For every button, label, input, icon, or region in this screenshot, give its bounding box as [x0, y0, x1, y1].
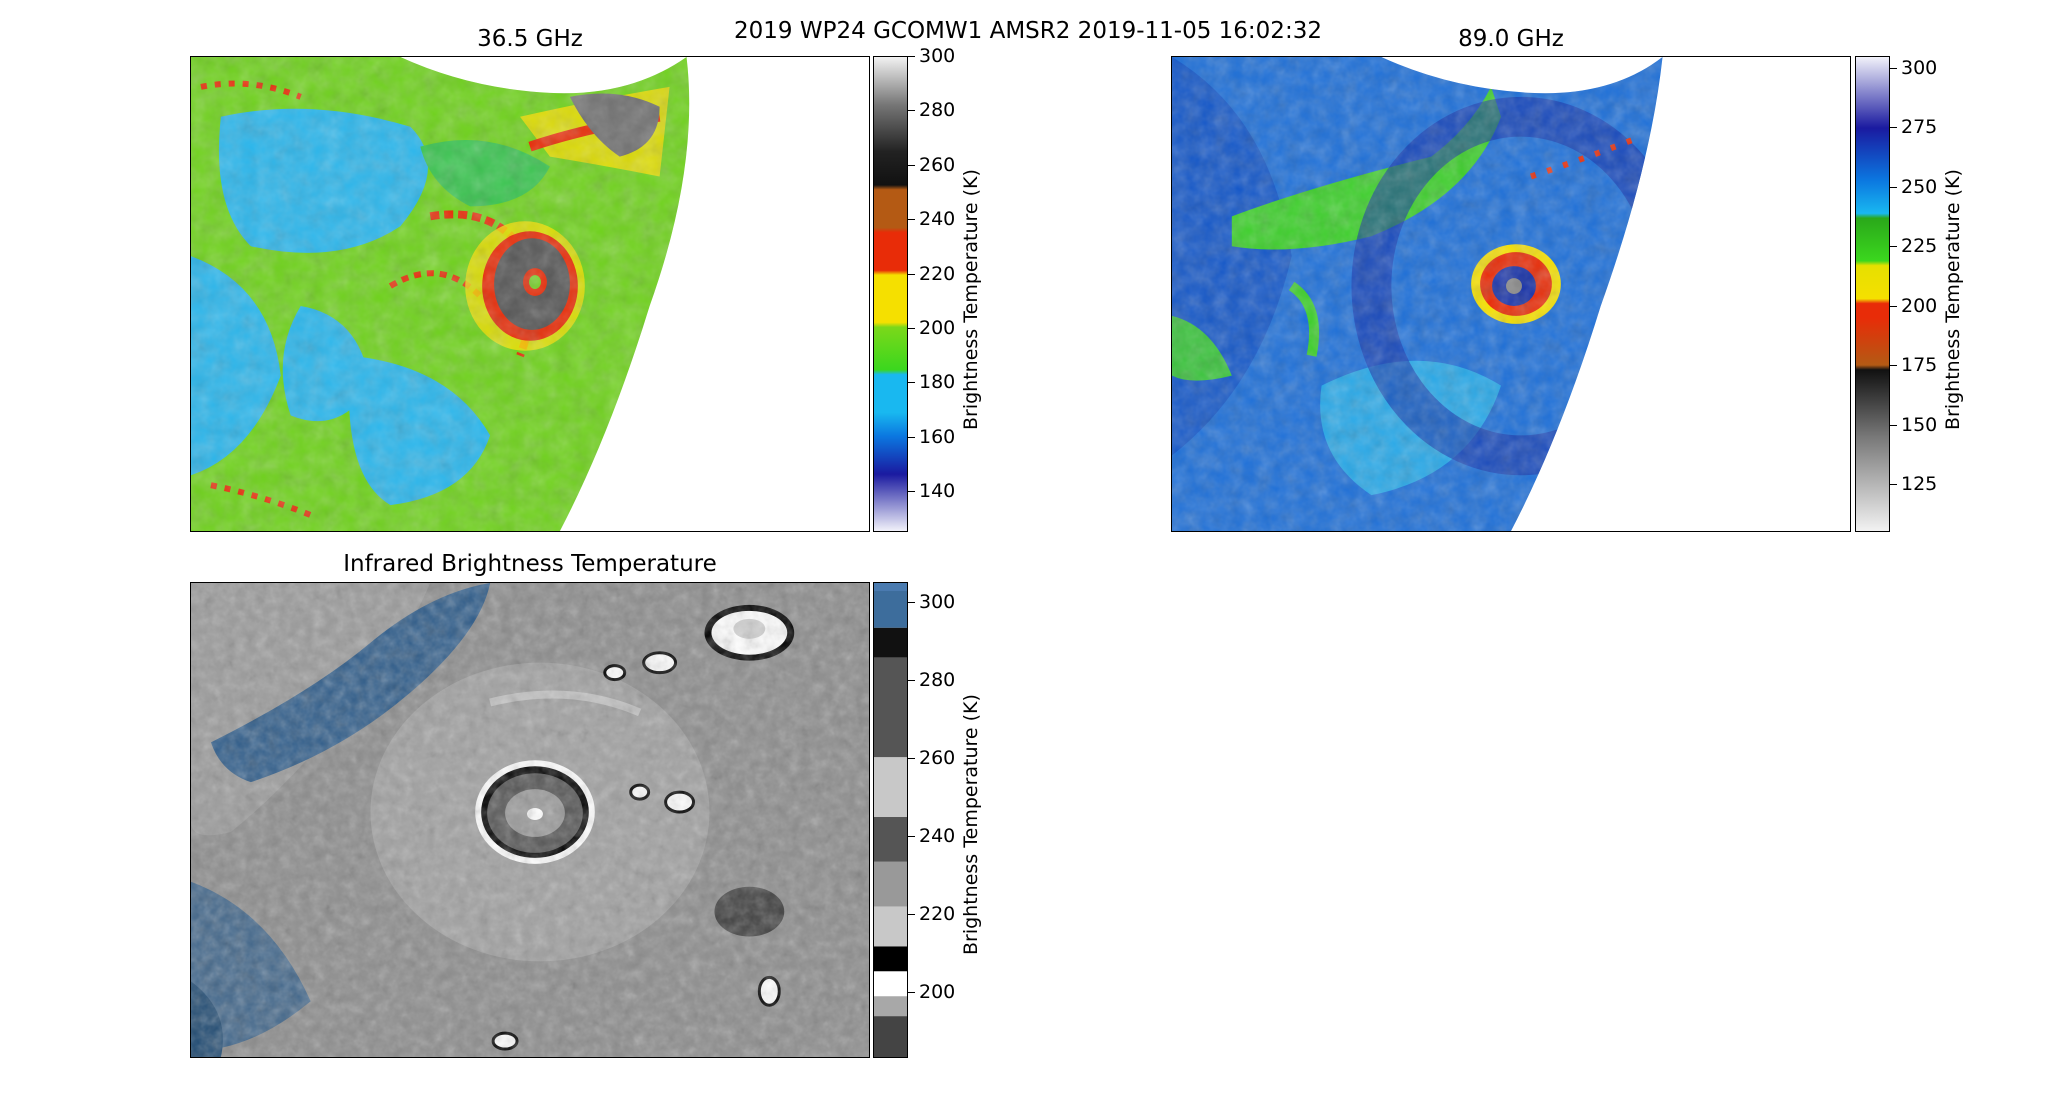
colorbar-89ghz-label: Brightness Temperature (K) [1942, 169, 1964, 430]
colorbar-tick-label: 225 [1889, 235, 1938, 258]
colorbar-tick-label: 220 [907, 262, 956, 285]
image-panel-36ghz [190, 56, 870, 532]
colorbar-infrared-label: Brightness Temperature (K) [960, 694, 982, 955]
infrared-image [191, 583, 869, 1057]
panel-title-36ghz: 36.5 GHz [477, 26, 583, 52]
image-panel-infrared [190, 582, 870, 1058]
panel-title-infrared: Infrared Brightness Temperature [343, 551, 717, 577]
colorbar-tick-label: 260 [907, 746, 956, 769]
colorbar-tick-label: 300 [1889, 56, 1938, 79]
colorbar-tick-label: 260 [907, 153, 956, 176]
colorbar-tick-label: 240 [907, 824, 956, 847]
colorbar-tick-label: 240 [907, 208, 956, 231]
colorbar-tick-label: 175 [1889, 354, 1938, 377]
colorbar-tick-label: 280 [907, 99, 956, 122]
colorbar-89ghz [1855, 56, 1890, 532]
colorbar-tick-label: 220 [907, 902, 956, 925]
colorbar-tick-label: 275 [1889, 116, 1938, 139]
colorbar-36ghz-label: Brightness Temperature (K) [960, 169, 982, 430]
colorbar-tick-label: 180 [907, 371, 956, 394]
microwave-89ghz-image [1172, 57, 1663, 531]
image-panel-89ghz [1171, 56, 1851, 532]
colorbar-infrared [873, 582, 908, 1058]
microwave-36ghz-image [191, 57, 690, 531]
colorbar-tick-label: 150 [1889, 413, 1938, 436]
figure-title: 2019 WP24 GCOMW1 AMSR2 2019-11-05 16:02:… [734, 18, 1322, 44]
colorbar-tick-label: 200 [907, 980, 956, 1003]
colorbar-tick-label: 200 [907, 317, 956, 339]
colorbar-tick-label: 300 [907, 590, 956, 613]
panel-title-89ghz: 89.0 GHz [1458, 26, 1564, 52]
colorbar-tick-label: 140 [907, 480, 956, 503]
colorbar-36ghz [873, 56, 908, 532]
colorbar-tick-label: 125 [1889, 473, 1938, 496]
colorbar-tick-label: 280 [907, 668, 956, 691]
colorbar-tick-label: 200 [1889, 294, 1938, 317]
colorbar-tick-label: 300 [907, 45, 956, 67]
colorbar-tick-label: 160 [907, 425, 956, 448]
colorbar-tick-label: 250 [1889, 175, 1938, 198]
